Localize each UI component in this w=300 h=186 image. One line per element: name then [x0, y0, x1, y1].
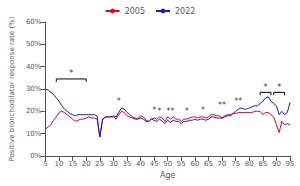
svg-text:2005: 2005 — [125, 7, 145, 16]
svg-text:*: * — [201, 106, 205, 115]
svg-text:*: * — [277, 82, 282, 92]
svg-text:**: ** — [218, 101, 226, 110]
svg-text:40%: 40% — [26, 63, 42, 71]
svg-text:*: * — [185, 107, 189, 116]
svg-text:Positive bronchodilator respon: Positive bronchodilator response rate (%… — [8, 16, 16, 161]
svg-text:*: * — [117, 97, 121, 106]
svg-text:*: * — [69, 68, 74, 78]
svg-text:40: 40 — [136, 160, 145, 168]
svg-text:70: 70 — [218, 160, 227, 168]
svg-text:55: 55 — [177, 160, 186, 168]
svg-text:**: ** — [166, 107, 174, 116]
svg-text:65: 65 — [204, 160, 213, 168]
svg-text:90: 90 — [272, 160, 281, 168]
svg-text:85: 85 — [258, 160, 267, 168]
svg-text:15: 15 — [68, 160, 77, 168]
svg-text:*: * — [263, 82, 268, 92]
svg-text:30%: 30% — [26, 85, 42, 93]
svg-text:80: 80 — [245, 160, 254, 168]
svg-text:10: 10 — [55, 160, 64, 168]
svg-text:30: 30 — [109, 160, 118, 168]
svg-text:*: * — [152, 106, 156, 115]
svg-text:75: 75 — [231, 160, 240, 168]
svg-text:2022: 2022 — [175, 7, 195, 16]
svg-text:60: 60 — [190, 160, 199, 168]
svg-text:Age: Age — [160, 171, 176, 180]
svg-text:95: 95 — [286, 160, 295, 168]
svg-text:10%: 10% — [26, 130, 42, 138]
svg-text:25: 25 — [95, 160, 104, 168]
svg-text:20: 20 — [82, 160, 91, 168]
svg-text:5: 5 — [43, 160, 47, 168]
svg-text:*: * — [158, 107, 162, 116]
svg-text:50: 50 — [163, 160, 172, 168]
svg-text:35: 35 — [123, 160, 132, 168]
svg-text:60%: 60% — [26, 18, 42, 26]
svg-text:**: ** — [234, 97, 242, 106]
svg-text:0%: 0% — [30, 152, 41, 160]
svg-text:45: 45 — [150, 160, 159, 168]
svg-text:50%: 50% — [26, 40, 42, 48]
svg-text:20%: 20% — [26, 107, 42, 115]
